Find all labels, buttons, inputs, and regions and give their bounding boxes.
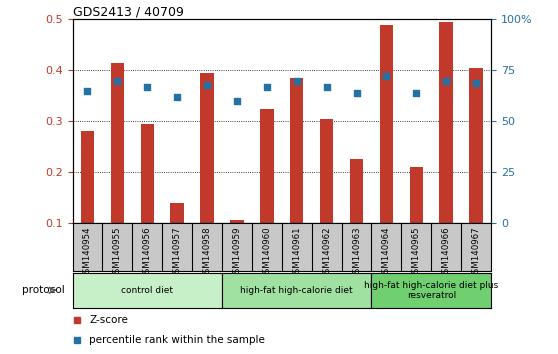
Bar	[469, 68, 483, 223]
Text: GSM140956: GSM140956	[143, 227, 152, 279]
Text: GSM140957: GSM140957	[172, 227, 182, 279]
Point	[113, 78, 122, 84]
Point	[382, 74, 391, 79]
Text: percentile rank within the sample: percentile rank within the sample	[89, 335, 265, 345]
Point	[203, 82, 211, 87]
Bar	[290, 78, 304, 223]
Point	[83, 88, 92, 93]
Text: protocol: protocol	[22, 285, 65, 295]
Bar	[350, 159, 363, 223]
Text: GSM140966: GSM140966	[442, 227, 451, 279]
Point	[262, 84, 271, 90]
Bar	[81, 131, 94, 223]
Text: GSM140964: GSM140964	[382, 227, 391, 279]
Point	[173, 94, 182, 100]
Text: GSM140961: GSM140961	[292, 227, 301, 279]
Bar	[410, 167, 423, 223]
Text: GDS2413 / 40709: GDS2413 / 40709	[73, 5, 184, 18]
Bar	[260, 109, 273, 223]
Point	[352, 90, 361, 96]
Point	[322, 84, 331, 90]
Text: high-fat high-calorie diet plus
resveratrol: high-fat high-calorie diet plus resverat…	[364, 281, 498, 300]
Point	[412, 90, 421, 96]
Text: GSM140963: GSM140963	[352, 227, 361, 279]
Point	[442, 78, 451, 84]
Bar	[141, 124, 154, 223]
Bar	[379, 24, 393, 223]
Text: GSM140958: GSM140958	[203, 227, 211, 279]
Text: GSM140959: GSM140959	[233, 227, 242, 279]
Bar	[170, 202, 184, 223]
Bar	[320, 119, 333, 223]
Text: GSM140960: GSM140960	[262, 227, 271, 279]
Text: GSM140965: GSM140965	[412, 227, 421, 279]
Bar	[230, 221, 244, 223]
Bar	[110, 63, 124, 223]
Text: high-fat high-calorie diet: high-fat high-calorie diet	[240, 286, 353, 295]
Point	[292, 78, 301, 84]
Text: Z-score: Z-score	[89, 315, 128, 325]
Text: control diet: control diet	[121, 286, 174, 295]
Point	[233, 98, 242, 104]
Text: GSM140954: GSM140954	[83, 227, 92, 279]
Point	[472, 80, 480, 85]
Text: GSM140962: GSM140962	[322, 227, 331, 279]
Bar	[440, 22, 453, 223]
Text: GSM140955: GSM140955	[113, 227, 122, 279]
Point	[143, 84, 152, 90]
Bar	[200, 73, 214, 223]
Text: GSM140967: GSM140967	[472, 227, 480, 279]
